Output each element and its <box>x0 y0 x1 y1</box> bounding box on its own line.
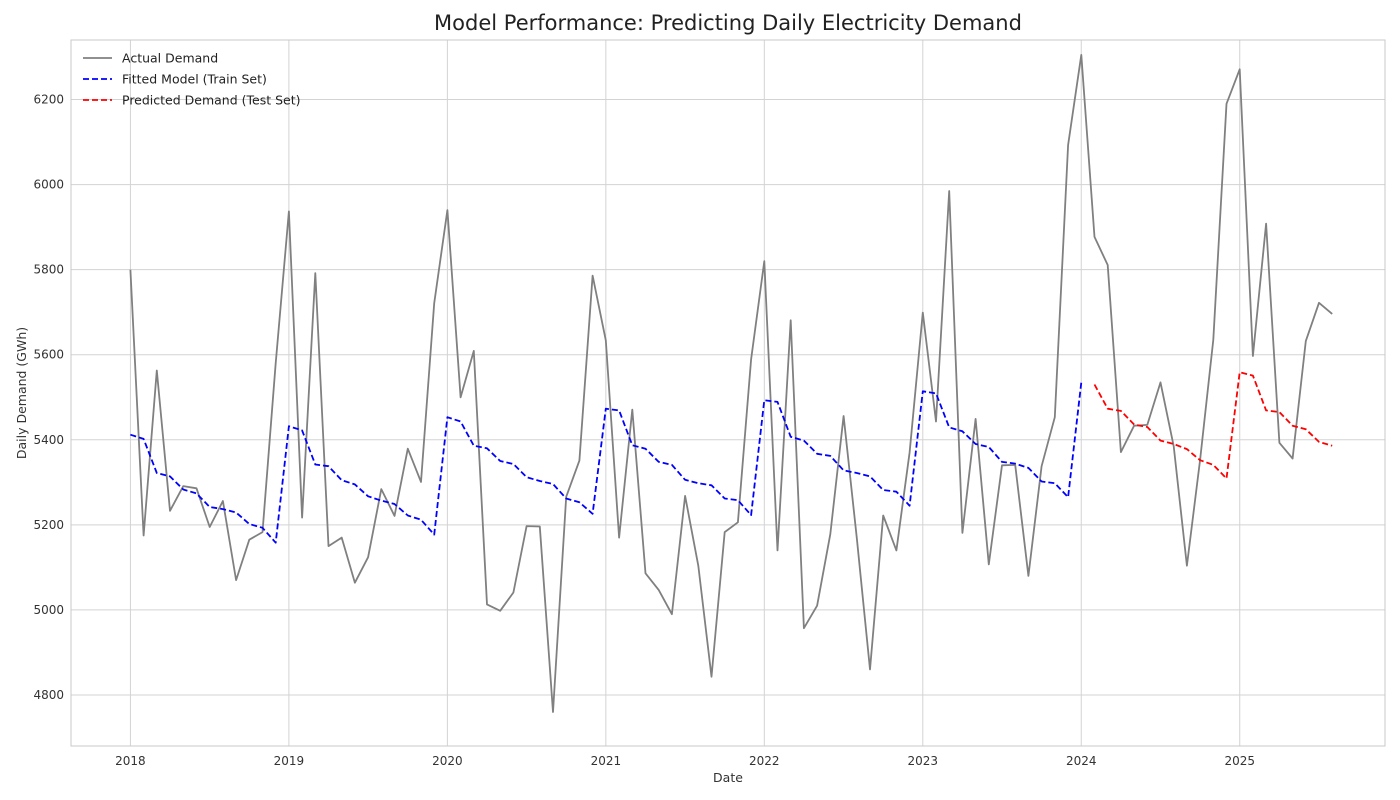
x-tick-labels: 2018 2019 2020 2021 2022 2023 2024 2025 <box>115 754 1255 768</box>
y-tick-label: 5400 <box>33 433 64 447</box>
x-tick-label: 2019 <box>274 754 305 768</box>
legend-entry: Actual Demand <box>122 51 218 66</box>
x-tick-label: 2022 <box>749 754 780 768</box>
y-tick-label: 5000 <box>33 603 64 617</box>
plot-frame <box>70 39 1386 747</box>
legend-entry: Predicted Demand (Test Set) <box>122 93 301 108</box>
legend: Actual Demand Fitted Model (Train Set) Pre… <box>83 51 301 108</box>
x-tick-label: 2020 <box>432 754 463 768</box>
x-tick-label: 2025 <box>1224 754 1255 768</box>
y-tick-label: 5800 <box>33 263 64 277</box>
y-tick-label: 5600 <box>33 348 64 362</box>
x-tick-label: 2018 <box>115 754 146 768</box>
y-axis-label: Daily Demand (GWh) <box>14 327 29 459</box>
chart-title: Model Performance: Predicting Daily Elec… <box>434 11 1022 35</box>
series-layer <box>129 54 1333 713</box>
x-tick-label: 2024 <box>1066 754 1097 768</box>
y-gridlines <box>71 99 1385 696</box>
x-tick-label: 2023 <box>908 754 939 768</box>
x-axis-label: Date <box>713 770 743 785</box>
y-tick-label: 5200 <box>33 518 64 532</box>
x-tick-label: 2021 <box>591 754 622 768</box>
y-tick-label: 4800 <box>33 688 64 702</box>
actual-demand-line <box>129 54 1333 713</box>
y-tick-labels: 4800 5000 5200 5400 5600 5800 6000 6200 <box>33 93 64 702</box>
predicted-demand-line <box>1093 371 1333 480</box>
fitted-model-line <box>130 382 1083 544</box>
legend-entry: Fitted Model (Train Set) <box>122 72 267 87</box>
y-tick-label: 6200 <box>33 93 64 107</box>
y-tick-label: 6000 <box>33 178 64 192</box>
